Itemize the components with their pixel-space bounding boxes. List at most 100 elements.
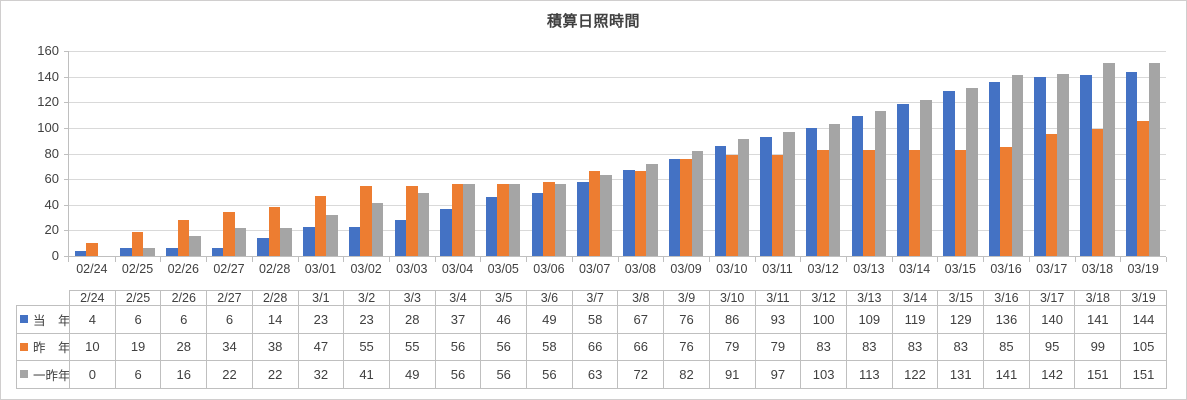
x-axis-tick-label: 03/19 [1127,262,1159,276]
table-value-cell: 119 [891,305,939,334]
chart-bar [1148,62,1161,256]
y-axis-line [68,51,69,257]
x-axis-tick-mark [68,257,69,262]
table-value-cell: 100 [800,305,847,334]
chart-bar [1011,75,1024,256]
chart-bar [1137,121,1149,256]
x-axis-tick-label: 03/17 [1036,262,1068,276]
table-value-cell: 142 [1028,360,1076,389]
chart-bar [1000,147,1012,256]
table-value-cell: 58 [571,305,619,334]
table-header-cell: 3/2 [343,290,390,306]
table-value-cell: 4 [69,305,116,334]
data-table: 2/24 2/25 2/26 2/27 2/28 3/1 3/2 3/3 3/4 3/5 3/6 3/… [16,290,1167,389]
y-axis-tick-mark [64,127,69,129]
table-value-cell: 41 [343,360,390,389]
chart-bar [817,149,829,256]
x-axis-tick-label: 03/06 [533,262,565,276]
x-axis-tick-label: 03/12 [807,262,839,276]
series-name: 一昨年 [33,368,70,383]
table-row: 一昨年 0 6 16 22 22 32 41 49 56 56 56 63 72 82 91 97 103 113 1… [16,360,1167,389]
table-value-cell: 140 [1028,305,1076,334]
table-value-cell: 56 [434,332,482,362]
table-header-cell: 3/13 [845,290,893,306]
y-axis-tick-label: 60 [44,171,59,187]
chart-bar [771,154,784,256]
table-value-cell: 66 [617,332,665,362]
x-axis-tick-mark [251,257,253,262]
chart-bar [360,185,372,256]
table-header-cell: 2/25 [114,290,162,306]
gridline [69,76,1166,78]
table-row-label: 一昨年 [16,360,70,389]
gridline [69,102,1166,104]
table-value-cell: 79 [708,332,756,362]
chart-bar [268,207,281,256]
chart-bar [531,193,544,256]
table-header-cell: 3/16 [983,290,1030,306]
x-axis-tick-mark [388,257,390,262]
table-value-cell: 141 [1074,305,1122,334]
table-corner-cell [17,291,70,306]
table-value-cell: 6 [114,305,162,334]
table-value-cell: 56 [434,360,482,389]
y-axis-tick-label: 0 [51,248,59,263]
chart-bar [920,99,932,256]
x-axis-tick-label: 02/24 [76,262,108,276]
x-axis-tick-label: 02/25 [121,262,154,276]
table-value-cell: 151 [1074,360,1122,389]
table-row-label: 昨 年 [16,332,70,362]
y-axis-tick-mark [64,230,69,232]
table-value-cell: 141 [983,360,1030,389]
chart-bar [406,185,418,256]
x-axis-tick-mark [1028,257,1030,262]
x-axis-tick-mark [1120,257,1122,262]
table-header-cell: 3/11 [754,290,802,306]
table-header-cell: 3/8 [617,290,665,306]
chart-bar [303,226,315,256]
y-axis-tick-label: 160 [37,43,59,58]
table-value-cell: 55 [388,332,436,362]
table-value-cell: 23 [297,305,345,334]
table-value-cell: 16 [160,360,208,389]
x-axis-tick-mark [1166,257,1167,262]
table-value-cell: 122 [891,360,939,389]
table-value-cell: 136 [983,305,1030,334]
table-header-cell: 3/4 [434,290,482,306]
chart-bar [211,248,224,256]
chart-bar [623,170,635,256]
chart-bar [508,184,521,256]
chart-bar [120,248,132,256]
chart-title: 積算日照時間 [546,13,640,30]
chart-bar [280,227,292,256]
x-axis-tick-mark [663,257,665,262]
chart-bar [588,171,601,256]
chart-bar [234,227,247,256]
table-value-cell: 23 [343,305,390,334]
chart-bar [554,184,567,256]
table-value-cell: 151 [1120,360,1167,389]
table-value-cell: 10 [69,332,116,362]
x-axis-tick-mark [434,257,436,262]
gridline [69,230,1166,232]
table-value-cell: 85 [983,332,1030,362]
chart-bar [131,231,144,256]
table-value-cell: 97 [754,360,802,389]
y-axis-tick-label: 40 [44,196,59,212]
chart-bar [74,250,87,256]
table-value-cell: 131 [937,360,985,389]
table-value-cell: 91 [708,360,756,389]
y-axis-tick-label: 20 [44,222,59,238]
table-value-cell: 28 [388,305,436,334]
chart-bar [143,248,155,256]
chart-bar [348,226,361,256]
table-value-cell: 49 [388,360,436,389]
table-value-cell: 38 [251,332,299,362]
table-value-cell: 49 [526,305,573,334]
chart-bar [485,197,498,256]
x-axis-tick-label: 03/16 [990,262,1022,276]
chart-bar [440,208,452,256]
table-header-cell: 3/5 [480,290,528,306]
table-value-cell: 32 [297,360,345,389]
